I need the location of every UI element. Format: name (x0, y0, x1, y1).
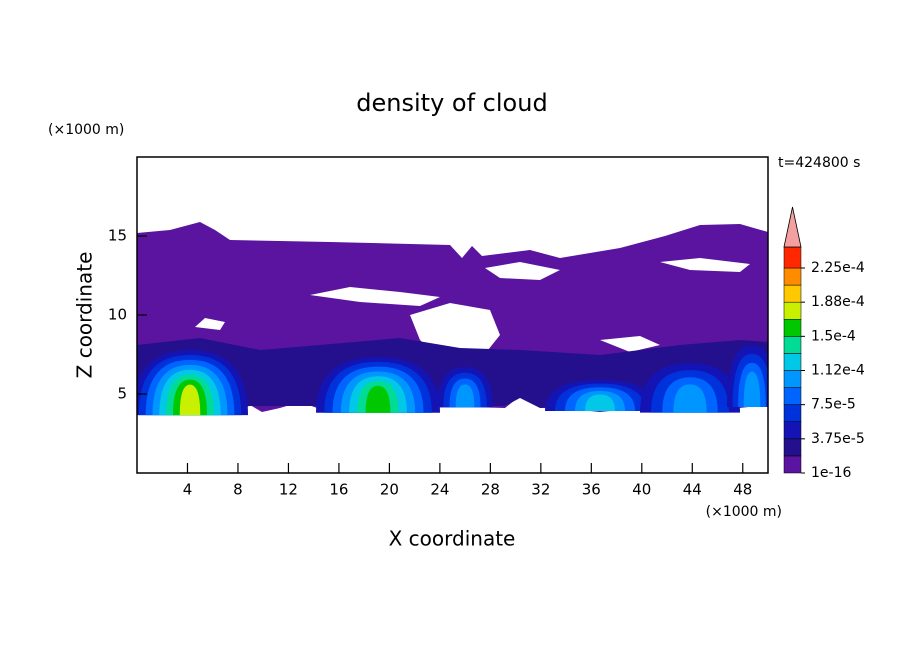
x-tick-label: 44 (683, 481, 702, 499)
y-tick-label: 15 (108, 227, 127, 245)
colorbar-band (783, 246, 802, 269)
x-tick-label: 4 (183, 481, 193, 499)
contour-region (743, 371, 761, 407)
contour-gap (660, 258, 750, 272)
colorbar-tick-label: 3.75e-5 (811, 431, 865, 447)
colorbar-tick-label: 1.5e-4 (811, 328, 856, 344)
x-unit: (×1000 m) (706, 504, 782, 520)
x-axis-label: X coordinate (389, 527, 516, 551)
colorbar-tick-label: 1.88e-4 (811, 294, 865, 310)
colorbar-band (783, 387, 802, 405)
colorbar-tick-label: 1.12e-4 (811, 363, 865, 379)
colorbar-band (783, 336, 802, 354)
contour-gap (310, 287, 440, 306)
x-tick-label: 20 (380, 481, 399, 499)
colorbar-tick-label: 2.25e-4 (811, 260, 865, 276)
x-tick-label: 32 (531, 481, 550, 499)
contour-gap (485, 262, 560, 280)
x-tick-label: 40 (632, 481, 651, 499)
x-tick-label: 28 (481, 481, 500, 499)
contour-region (179, 384, 201, 416)
y-tick-label: 5 (117, 385, 127, 403)
colorbar-extend (783, 206, 802, 248)
x-tick-label: 8 (233, 481, 243, 499)
x-tick-label: 16 (329, 481, 348, 499)
colorbar-tick-label: 7.5e-5 (811, 397, 856, 413)
contour-region (455, 384, 475, 408)
contour-gap (600, 336, 660, 352)
contour-region (365, 385, 391, 413)
colorbar-band (783, 284, 802, 303)
chart-title: density of cloud (356, 89, 547, 117)
y-axis-label: Z coordinate (73, 252, 97, 379)
colorbar-band (783, 301, 802, 320)
colorbar-band (783, 267, 802, 286)
colorbar-band (783, 438, 802, 457)
y-tick-label: 10 (108, 306, 127, 324)
contour-region (585, 394, 615, 411)
contour-gap (195, 318, 225, 330)
contour-region (673, 384, 707, 413)
colorbar-tick-label: 1e-16 (811, 465, 851, 481)
annotation: t=424800 s (778, 155, 860, 171)
colorbar-band (783, 421, 802, 440)
colorbar-band (783, 370, 802, 388)
x-tick-label: 12 (279, 481, 298, 499)
y-unit: (×1000 m) (48, 122, 124, 138)
x-tick-label: 24 (430, 481, 449, 499)
colorbar-band (783, 455, 802, 474)
colorbar-band (783, 353, 802, 371)
colorbar-band (783, 319, 802, 337)
colorbar-band (783, 404, 802, 422)
x-tick-label: 48 (733, 481, 752, 499)
x-tick-label: 36 (582, 481, 601, 499)
contour-field (137, 222, 768, 416)
